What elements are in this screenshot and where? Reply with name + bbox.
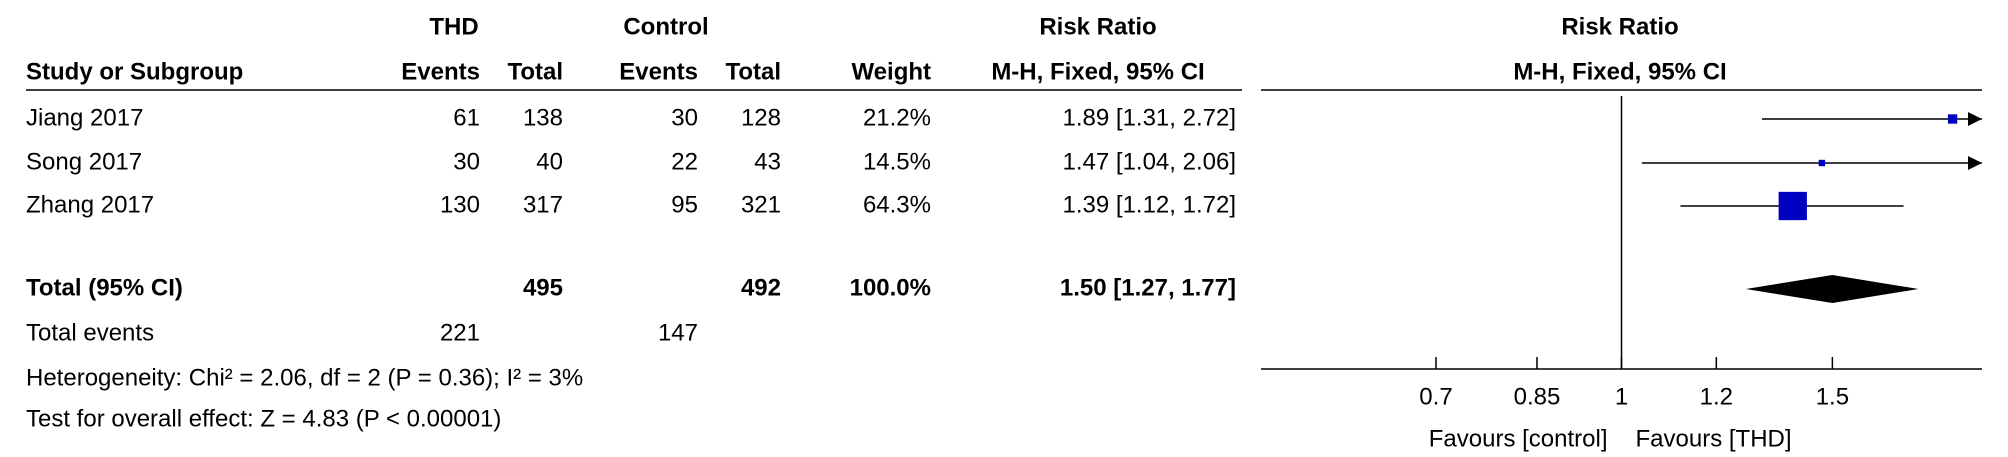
favours-label: Favours [control] xyxy=(1429,425,1608,452)
cell: 221 xyxy=(440,319,480,346)
row-label: Zhang 2017 xyxy=(26,191,154,218)
cell: 492 xyxy=(741,274,781,301)
x-tick-label: 0.85 xyxy=(1514,383,1561,410)
plot-title: Risk Ratio xyxy=(1561,13,1678,40)
overall-effect: Test for overall effect: Z = 4.83 (P < 0… xyxy=(26,405,501,432)
cell: 130 xyxy=(440,191,480,218)
x-tick-label: 1 xyxy=(1615,383,1628,410)
ci-arrow xyxy=(1968,112,1982,126)
cell: 128 xyxy=(741,104,781,131)
effect-ci: 1.50 [1.27, 1.77] xyxy=(1060,274,1236,301)
effect-ci: 1.47 [1.04, 2.06] xyxy=(1063,148,1236,175)
heterogeneity: Heterogeneity: Chi² = 2.06, df = 2 (P = … xyxy=(26,364,583,391)
total-diamond xyxy=(1745,275,1919,303)
row-label: Total (95% CI) xyxy=(26,274,183,301)
weight: 21.2% xyxy=(863,104,931,131)
cell: 321 xyxy=(741,191,781,218)
effect-ci: 1.39 [1.12, 1.72] xyxy=(1063,191,1236,218)
group-header: Control xyxy=(623,13,708,40)
cell: 138 xyxy=(523,104,563,131)
cell: 30 xyxy=(453,148,480,175)
cell: 495 xyxy=(523,274,563,301)
study-square xyxy=(1947,114,1958,124)
column-header: Events xyxy=(619,58,698,85)
column-header: Total xyxy=(725,58,781,85)
weight: 14.5% xyxy=(863,148,931,175)
study-square xyxy=(1778,191,1807,221)
column-header: Study or Subgroup xyxy=(26,58,243,85)
row-label: Total events xyxy=(26,319,154,346)
cell: 30 xyxy=(671,104,698,131)
row-label: Jiang 2017 xyxy=(26,104,143,131)
group-header: THD xyxy=(429,13,478,40)
cell: 95 xyxy=(671,191,698,218)
cell: 61 xyxy=(453,104,480,131)
study-square xyxy=(1818,159,1826,167)
column-header: Weight xyxy=(851,58,931,85)
weight: 100.0% xyxy=(850,274,931,301)
cell: 147 xyxy=(658,319,698,346)
cell: 22 xyxy=(671,148,698,175)
x-tick-label: 1.2 xyxy=(1700,383,1733,410)
cell: 40 xyxy=(536,148,563,175)
column-header: Events xyxy=(401,58,480,85)
plot-subtitle: M-H, Fixed, 95% CI xyxy=(1513,58,1726,85)
row-label: Song 2017 xyxy=(26,148,142,175)
ci-arrow xyxy=(1968,156,1982,170)
effect-ci: 1.89 [1.31, 2.72] xyxy=(1063,104,1236,131)
cell: 43 xyxy=(754,148,781,175)
column-header: M-H, Fixed, 95% CI xyxy=(991,58,1204,85)
weight: 64.3% xyxy=(863,191,931,218)
cell: 317 xyxy=(523,191,563,218)
x-tick-label: 0.7 xyxy=(1419,383,1452,410)
x-tick-label: 1.5 xyxy=(1816,383,1849,410)
favours-label: Favours [THD] xyxy=(1636,425,1792,452)
column-header: Total xyxy=(507,58,563,85)
group-header: Risk Ratio xyxy=(1039,13,1156,40)
